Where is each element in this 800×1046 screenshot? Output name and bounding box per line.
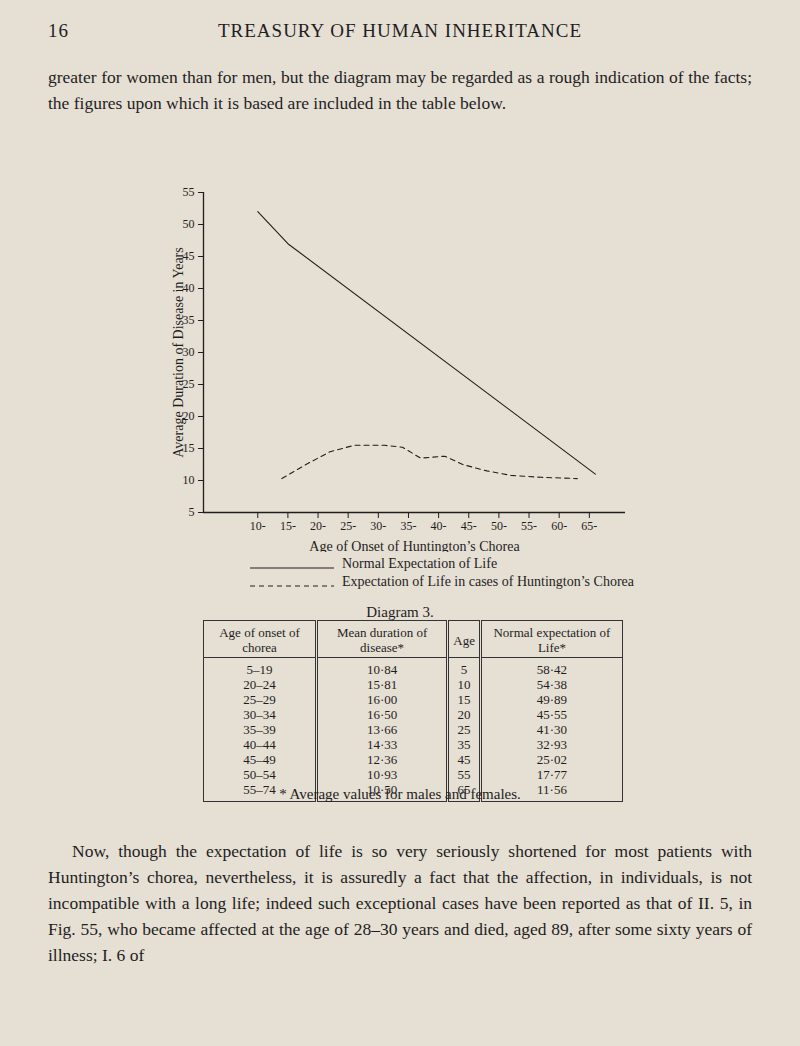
html-text:Normal Expectation of Life: Normal Expectation of Life: [342, 556, 498, 571]
svg-text:5: 5: [189, 505, 195, 519]
html-text:10·50: 10·50: [366, 782, 398, 797]
html-text:45–49: 45–49: [243, 752, 276, 767]
html-text:49·89: 49·89: [536, 692, 568, 707]
html-text:Now, though the expectation of: Now, though the expectation of life is s…: [48, 841, 752, 965]
html-text:16·00: 16·00: [366, 692, 398, 707]
html-text:40–44: 40–44: [243, 737, 276, 752]
svg-text:55: 55: [183, 185, 195, 199]
html-text:55: 55: [457, 767, 471, 782]
svg-text:50: 50: [183, 217, 195, 231]
svg-text:Age of Onset of Huntington’s C: Age of Onset of Huntington’s Chorea: [309, 539, 520, 553]
html-text:17·77: 17·77: [536, 767, 568, 782]
svg-text:20: 20: [182, 409, 195, 424]
html-text:15·81: 15·81: [366, 677, 398, 692]
svg-text:30: 30: [182, 345, 195, 360]
svg-text:Average Duration of Disease in: Average Duration of Disease in Years: [171, 247, 186, 457]
html-text:30–34: 30–34: [243, 707, 276, 722]
html-text:Expectation of Life in cases o: Expectation of Life in cases of Huntingt…: [342, 574, 634, 589]
html-text:20: 20: [457, 707, 471, 722]
html-text:16: 16: [48, 20, 69, 41]
svg-text:10-: 10-: [250, 519, 266, 533]
html-text:55–74: 55–74: [243, 782, 276, 797]
html-text:35: 35: [457, 737, 471, 752]
svg-text:60-: 60-: [551, 519, 567, 533]
html-text:5: 5: [460, 662, 468, 677]
html-text:14·33: 14·33: [366, 737, 398, 752]
html-text:Mean duration of disease*: Mean duration of disease*: [337, 625, 428, 655]
svg-text:10: 10: [183, 473, 195, 487]
html-text:25–29: 25–29: [243, 692, 276, 707]
html-text:10: 10: [457, 677, 471, 692]
html-text:25·02: 25·02: [536, 752, 568, 767]
html-text:Age: Age: [453, 632, 475, 648]
html-text:Diagram 3.: Diagram 3.: [366, 604, 434, 620]
html-text:20–24: 20–24: [243, 677, 276, 692]
html-text:45·55: 45·55: [536, 707, 568, 722]
html-text:32·93: 32·93: [536, 737, 568, 752]
html-text:5–19: 5–19: [246, 662, 273, 677]
svg-text:15-: 15-: [280, 519, 296, 533]
svg-text:30-: 30-: [370, 519, 386, 533]
html-text:TREASURY OF HUMAN INHERITANCE: TREASURY OF HUMAN INHERITANCE: [218, 20, 582, 41]
html-text:25: 25: [457, 722, 471, 737]
svg-text:65-: 65-: [581, 519, 597, 533]
html-text:50–54: 50–54: [243, 767, 276, 782]
svg-text:40-: 40-: [431, 519, 447, 533]
svg-text:15: 15: [182, 441, 195, 456]
svg-text:40: 40: [182, 281, 195, 296]
html-text:45: 45: [457, 752, 471, 767]
html-text:10·93: 10·93: [366, 767, 398, 782]
html-text:11·56: 11·56: [537, 782, 567, 797]
html-text:Normal expectation of Life*: Normal expectation of Life*: [493, 625, 611, 655]
svg-text:20-: 20-: [310, 519, 326, 533]
html-text:58·42: 58·42: [536, 662, 568, 677]
html-text:greater for women than for men: greater for women than for men, but the …: [48, 67, 752, 113]
html-text:* Average values for males and: * Average values for males and females.: [279, 786, 521, 802]
svg-text:45-: 45-: [461, 519, 477, 533]
svg-text:25-: 25-: [340, 519, 356, 533]
svg-text:55-: 55-: [521, 519, 537, 533]
html-text:35–39: 35–39: [243, 722, 276, 737]
html-text:10·84: 10·84: [366, 662, 398, 677]
svg-text:25: 25: [182, 377, 195, 392]
html-text:15: 15: [457, 692, 471, 707]
svg-text:35: 35: [182, 313, 195, 328]
svg-text:35-: 35-: [400, 519, 416, 533]
html-text:41·30: 41·30: [536, 722, 568, 737]
html-text:16·50: 16·50: [366, 707, 398, 722]
html-text:13·66: 13·66: [366, 722, 398, 737]
html-text:54·38: 54·38: [536, 677, 568, 692]
html-text:Age of onset of chorea: Age of onset of chorea: [219, 625, 300, 655]
svg-text:45: 45: [182, 249, 195, 264]
html-text:65: 65: [457, 782, 471, 797]
html-text:12·36: 12·36: [366, 752, 398, 767]
svg-text:50-: 50-: [491, 519, 507, 533]
